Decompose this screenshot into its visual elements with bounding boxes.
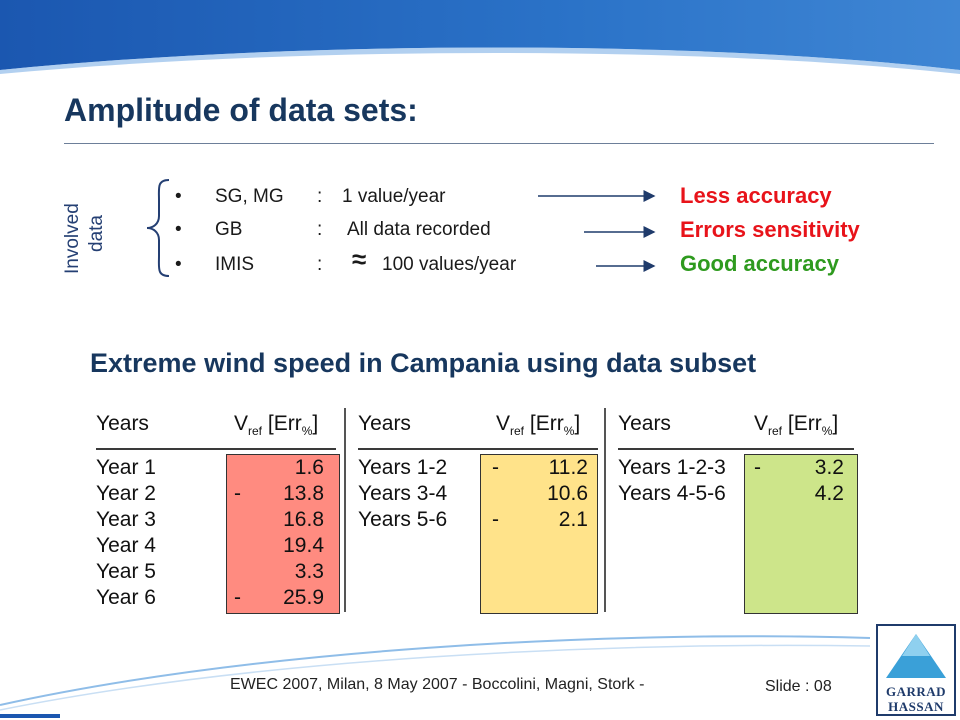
- table-three-year-groups: Years Vref [Err%] Years 1-2-3 - 3.2 Year…: [618, 408, 868, 618]
- bullet-row-gb: • GB : All data recorded: [175, 219, 535, 245]
- slide-number: Slide : 08: [765, 678, 832, 695]
- table-row-value: 3.2: [814, 456, 844, 479]
- accuracy-good: Good accuracy: [680, 251, 839, 276]
- table-row-value: 25.9: [283, 586, 324, 609]
- table-row-value: 3.3: [294, 560, 324, 583]
- table-row-value: 13.8: [283, 482, 324, 505]
- table-row-value: 10.6: [547, 482, 588, 505]
- table-row-label: Year 2: [96, 482, 156, 505]
- value-box: [226, 454, 340, 614]
- bullet-name: IMIS: [215, 254, 255, 275]
- table-header-rule: [358, 448, 598, 450]
- table-single-years: Years Vref [Err%] Year 1 1.6 Year 2 - 13…: [96, 408, 346, 618]
- table-row-label: Years 5-6: [358, 508, 448, 531]
- bullet-dot: •: [175, 219, 182, 240]
- table-row-label: Year 4: [96, 534, 156, 557]
- bullet-colon: :: [317, 219, 323, 240]
- slide-title: Amplitude of data sets:: [64, 92, 418, 128]
- table-row-value: 16.8: [283, 508, 324, 531]
- title-underline: [64, 143, 934, 144]
- accuracy-errors-sensitivity: Errors sensitivity: [680, 217, 860, 242]
- curly-brace-icon: [146, 179, 170, 277]
- table-row-value: 1.6: [294, 456, 324, 479]
- value-box: [744, 454, 858, 614]
- table-row-label: Year 6: [96, 586, 156, 609]
- table-row-label: Years 4-5-6: [618, 482, 726, 505]
- table-row-value: 11.2: [548, 456, 588, 479]
- involved-label-line1: Involved: [62, 203, 83, 274]
- table-header-years: Years: [96, 412, 149, 435]
- section-subtitle: Extreme wind speed in Campania using dat…: [90, 348, 757, 378]
- table-separator: [344, 408, 346, 612]
- bullet-value: 1 value/year: [342, 186, 446, 207]
- table-header-rule: [96, 448, 336, 450]
- table-row-label: Year 5: [96, 560, 156, 583]
- table-separator: [604, 408, 606, 612]
- table-header-years: Years: [618, 412, 671, 435]
- table-row-label: Year 1: [96, 456, 156, 479]
- logo-text-line1: GARRAD: [885, 684, 947, 699]
- table-header-vref: Vref [Err%]: [234, 412, 319, 439]
- bullet-colon: :: [317, 186, 323, 207]
- table-row-sign: -: [234, 586, 241, 609]
- table-row-sign: -: [492, 456, 499, 479]
- table-row-value: 2.1: [558, 508, 588, 531]
- table-row-sign: -: [234, 482, 241, 505]
- bullet-value: 100 values/year: [382, 254, 517, 275]
- bullet-dot: •: [175, 186, 182, 207]
- bullet-name: GB: [215, 219, 243, 240]
- table-header-vref: Vref [Err%]: [754, 412, 839, 439]
- table-row-label: Years 1-2-3: [618, 456, 726, 479]
- table-header-years: Years: [358, 412, 411, 435]
- arrows-group: [538, 190, 656, 272]
- bullet-name: SG, MG: [215, 186, 284, 207]
- table-two-year-pairs: Years Vref [Err%] Years 1-2 - 11.2 Years…: [358, 408, 608, 618]
- table-row-sign: -: [492, 508, 499, 531]
- table-row-value: 4.2: [814, 482, 844, 505]
- bullet-value: All data recorded: [347, 219, 491, 240]
- table-row-label: Years 3-4: [358, 482, 448, 505]
- table-header-rule: [618, 448, 854, 450]
- accuracy-less: Less accuracy: [680, 183, 832, 208]
- approx-symbol: ≈: [352, 244, 367, 274]
- top-decorative-band: [0, 0, 960, 74]
- bullet-colon: :: [317, 254, 323, 275]
- table-header-vref: Vref [Err%]: [496, 412, 581, 439]
- bullet-row-sg-mg: • SG, MG : 1 value/year: [175, 186, 535, 212]
- value-box: [480, 454, 598, 614]
- table-row-sign: -: [754, 456, 761, 479]
- company-logo: GARRAD HASSAN: [876, 624, 956, 716]
- logo-text-line2: HASSAN: [888, 699, 944, 714]
- slide-footer: EWEC 2007, Milan, 8 May 2007 - Boccolini…: [230, 676, 645, 693]
- bottom-decorative-swoosh: [0, 635, 871, 718]
- triangle-logo-icon: [886, 634, 946, 678]
- bullet-row-imis: • IMIS : ≈ 100 values/year: [175, 244, 555, 284]
- bullet-dot: •: [175, 254, 182, 275]
- involved-data-label: Involved data: [58, 180, 118, 280]
- involved-label-line2: data: [86, 215, 107, 252]
- table-row-value: 19.4: [283, 534, 324, 557]
- table-row-label: Years 1-2: [358, 456, 448, 479]
- table-row-label: Year 3: [96, 508, 156, 531]
